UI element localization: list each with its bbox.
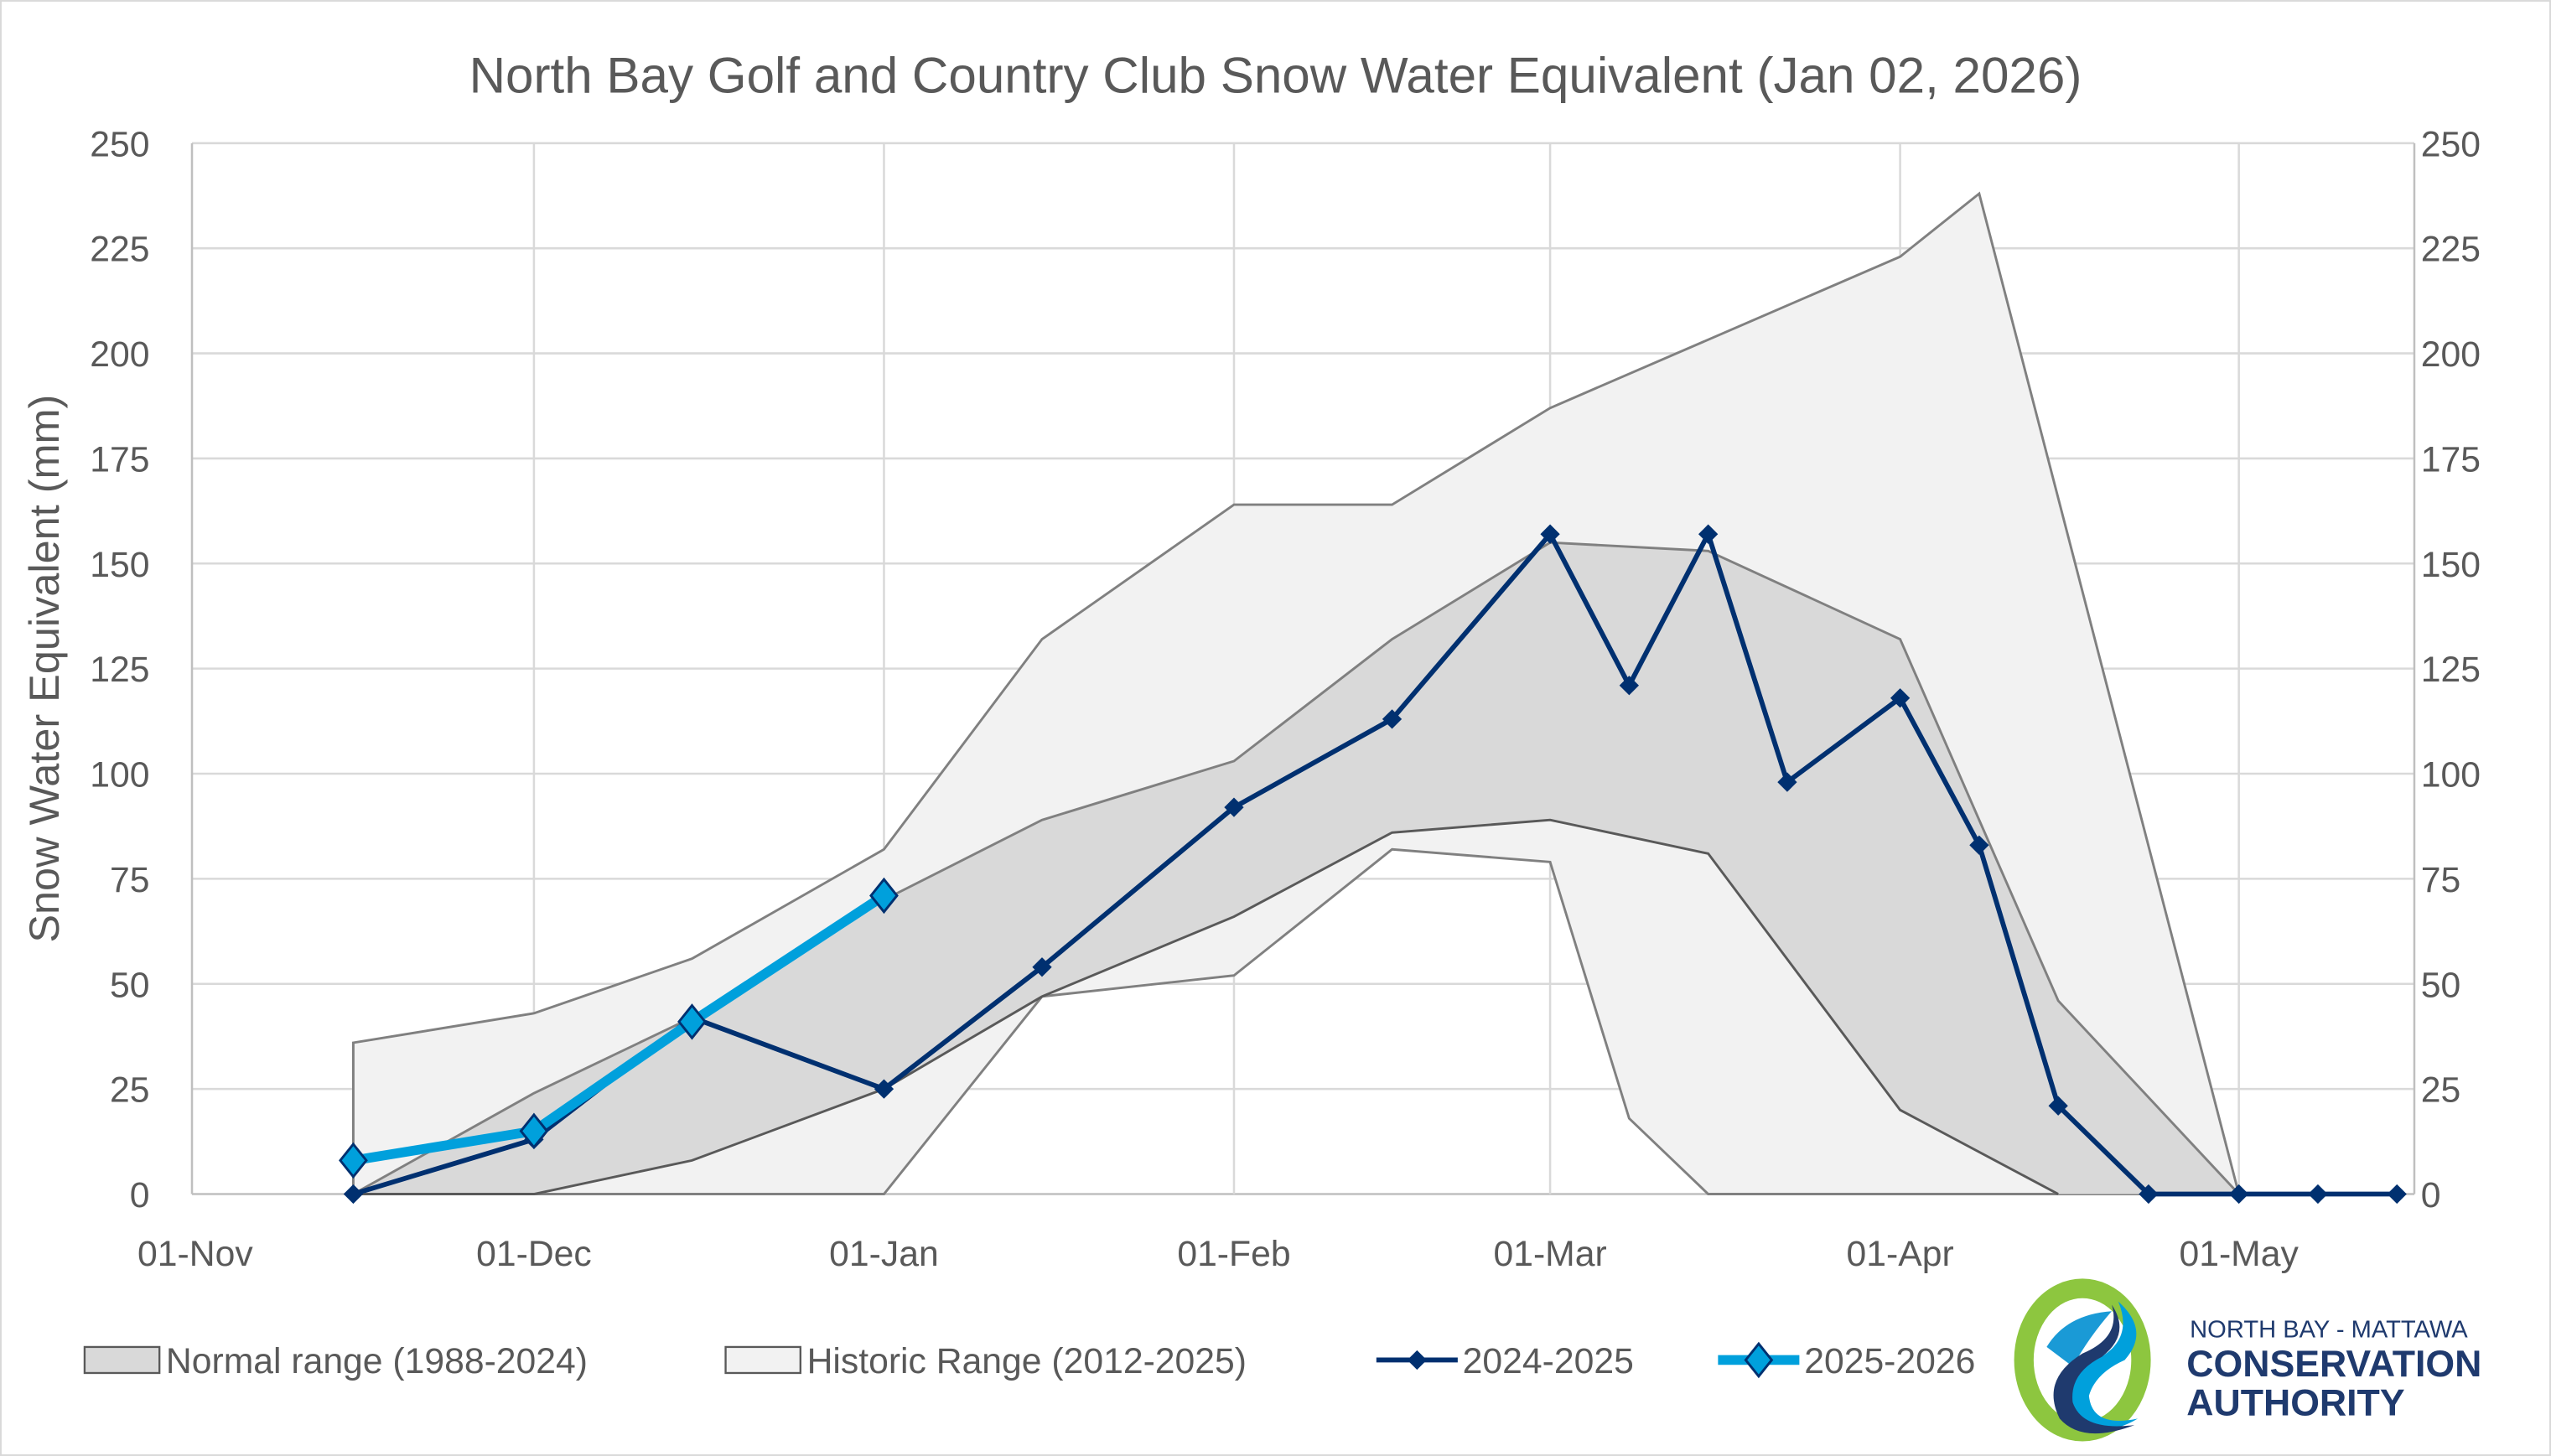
y-tick-label-right: 0 — [2421, 1175, 2441, 1215]
series-0-marker — [1032, 957, 1052, 977]
y-tick-label-left: 50 — [110, 965, 149, 1005]
series-1-marker — [519, 1112, 549, 1150]
x-tick-label: 01-May — [2179, 1234, 2299, 1274]
series-0-marker — [1619, 676, 1640, 696]
legend-label: Historic Range (2012-2025) — [807, 1341, 1247, 1381]
y-tick-label-left: 200 — [90, 334, 149, 375]
logo: NORTH BAY - MATTAWA CONSERVATION AUTHORI… — [2014, 1278, 2481, 1442]
x-tick-label: 01-Jan — [829, 1234, 939, 1274]
legend-marker — [1744, 1341, 1774, 1379]
y-tick-label-left: 75 — [110, 860, 149, 900]
y-tick-label-left: 175 — [90, 439, 149, 479]
y-tick-label-right: 25 — [2421, 1070, 2460, 1111]
logo-wave-blue — [2070, 1301, 2139, 1430]
x-tick-label: 01-Feb — [1177, 1234, 1290, 1274]
logo-line1: NORTH BAY - MATTAWA — [2190, 1316, 2468, 1343]
series-0-line — [352, 531, 2398, 1197]
range-bands — [351, 191, 2241, 1195]
band-0-lower — [353, 847, 2239, 1195]
series-0-marker — [1224, 797, 1244, 817]
y-tick-label-left: 100 — [90, 755, 149, 795]
band-1-upper — [352, 541, 2240, 1195]
x-tick-label: 01-Dec — [476, 1234, 592, 1274]
series-0-marker — [1382, 709, 1403, 729]
y-tick-label-right: 75 — [2421, 860, 2460, 900]
series-0-marker — [1698, 524, 1719, 544]
y-tick-label-left: 0 — [130, 1175, 150, 1215]
band-1-lower — [353, 818, 2059, 1195]
logo-wave-light — [2046, 1311, 2113, 1367]
band-1-fill — [353, 542, 2239, 1194]
logo-line3: AUTHORITY — [2186, 1382, 2405, 1423]
series-0-marker — [1890, 688, 1911, 708]
series-1-line — [352, 891, 887, 1166]
band-0-upper — [351, 191, 2241, 1194]
logo-wave-navy — [2053, 1304, 2135, 1434]
y-tick-label-right: 100 — [2421, 755, 2481, 795]
legend-swatch — [83, 1345, 161, 1375]
y-tick-label-right: 175 — [2421, 439, 2481, 479]
x-tick-label: 01-Nov — [137, 1234, 253, 1274]
x-tick-label: 01-Apr — [1847, 1234, 1954, 1274]
y-tick-label-left: 125 — [90, 650, 149, 690]
y-tick-label-right: 200 — [2421, 334, 2481, 375]
series-0-marker — [874, 1079, 894, 1099]
y-tick-label-right: 250 — [2421, 124, 2481, 164]
series-0-marker — [343, 1184, 364, 1205]
series-1-marker — [677, 1003, 707, 1040]
legend-swatch — [724, 1345, 801, 1375]
y-tick-label-right: 125 — [2421, 650, 2481, 690]
legend-label: 2025-2026 — [1804, 1341, 1975, 1381]
y-tick-label-left: 225 — [90, 230, 149, 270]
series-lines — [339, 524, 2407, 1205]
x-tick-label: 01-Mar — [1493, 1234, 1606, 1274]
axis-ticks: 0 0 25 25 50 50 75 75 100 100 125 125 150 150 175 175 20… — [90, 124, 2481, 1274]
legend: Normal range (1988-2024) Historic Range (… — [83, 1341, 1975, 1381]
y-tick-label-right: 50 — [2421, 965, 2460, 1005]
logo-line2: CONSERVATION — [2186, 1344, 2481, 1385]
series-1-marker — [339, 1142, 368, 1179]
legend-label: Normal range (1988-2024) — [166, 1341, 588, 1381]
y-axis-label: Snow Water Equivalent (mm) — [20, 395, 68, 943]
chart-title: North Bay Golf and Country Club Snow Wat… — [469, 48, 2082, 104]
legend-label: 2024-2025 — [1463, 1341, 1634, 1381]
series-0-marker — [1969, 835, 1989, 855]
y-tick-label-left: 25 — [110, 1070, 149, 1111]
series-0-marker — [1777, 772, 1797, 792]
y-tick-label-left: 150 — [90, 545, 149, 585]
series-1-marker — [869, 877, 899, 915]
y-tick-label-left: 250 — [90, 124, 149, 164]
y-tick-label-right: 150 — [2421, 545, 2481, 585]
legend-marker — [1407, 1350, 1427, 1371]
y-tick-label-right: 225 — [2421, 230, 2481, 270]
